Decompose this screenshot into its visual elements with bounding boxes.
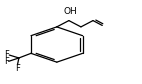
Text: OH: OH bbox=[63, 7, 77, 16]
Text: F: F bbox=[4, 50, 9, 59]
Text: F: F bbox=[4, 57, 9, 66]
Text: F: F bbox=[15, 64, 20, 73]
